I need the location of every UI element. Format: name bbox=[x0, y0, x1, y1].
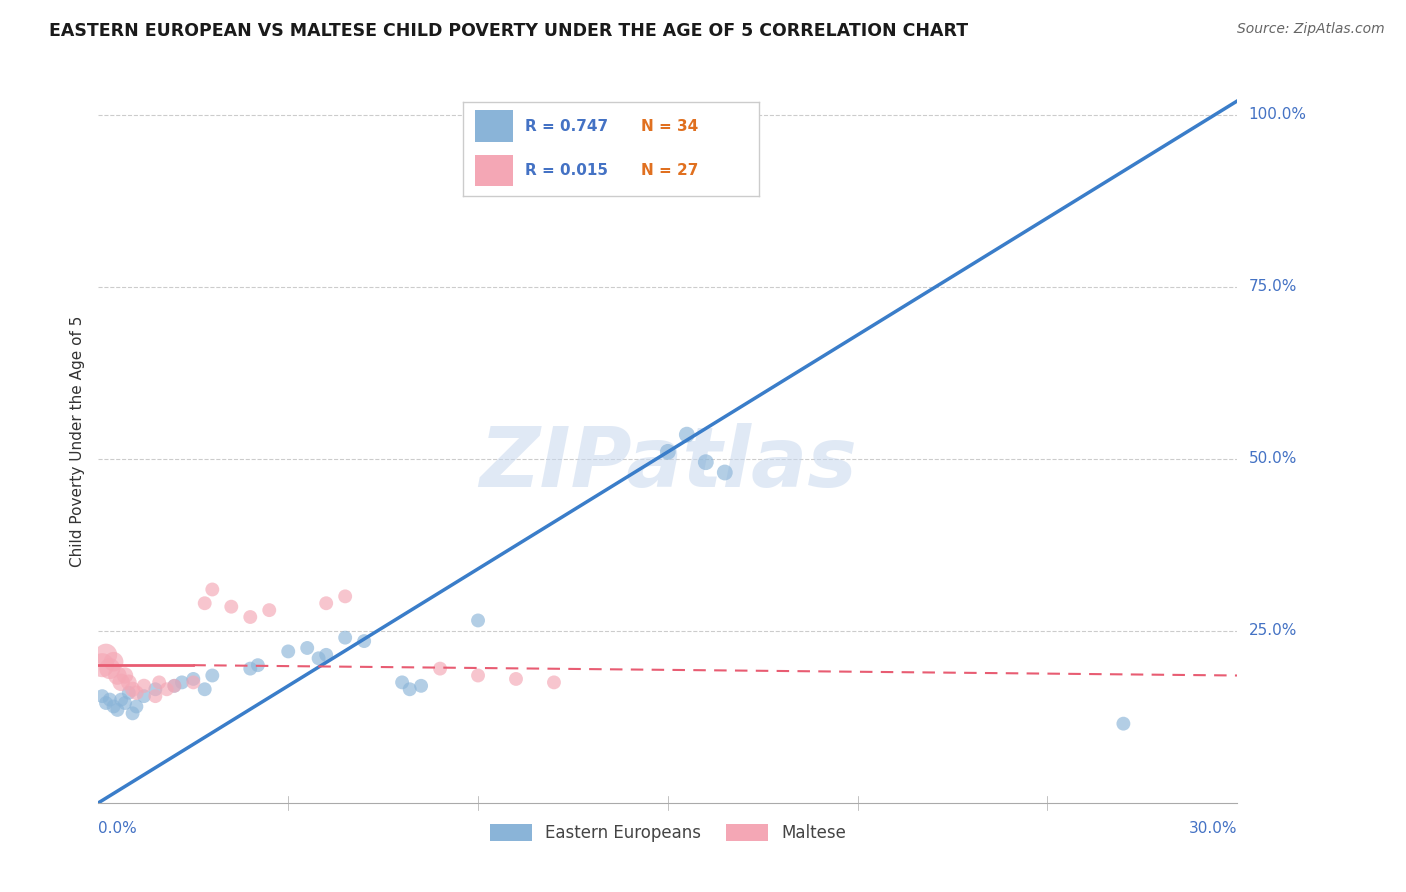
Point bbox=[125, 686, 148, 700]
Point bbox=[121, 682, 143, 697]
Point bbox=[246, 658, 269, 673]
Point bbox=[277, 644, 299, 658]
Point bbox=[170, 675, 193, 690]
Point bbox=[132, 679, 155, 693]
Point bbox=[315, 596, 337, 610]
Point bbox=[676, 427, 699, 442]
Point bbox=[194, 596, 217, 610]
Point bbox=[110, 675, 132, 690]
Point bbox=[315, 648, 337, 662]
Point bbox=[114, 696, 136, 710]
Point bbox=[121, 706, 143, 721]
Point bbox=[543, 675, 565, 690]
Point bbox=[163, 679, 186, 693]
Point bbox=[411, 679, 433, 693]
Point bbox=[145, 682, 167, 697]
Point bbox=[467, 668, 489, 682]
Point bbox=[657, 445, 679, 459]
Point bbox=[103, 655, 125, 669]
Point bbox=[201, 668, 224, 682]
Point bbox=[335, 590, 357, 604]
Point bbox=[239, 662, 262, 676]
Text: 0.0%: 0.0% bbox=[98, 822, 138, 837]
Point bbox=[1112, 716, 1135, 731]
Point bbox=[110, 692, 132, 706]
Point bbox=[353, 634, 375, 648]
Point bbox=[118, 675, 141, 690]
Text: 30.0%: 30.0% bbox=[1189, 822, 1237, 837]
Point bbox=[183, 672, 205, 686]
Text: 50.0%: 50.0% bbox=[1249, 451, 1296, 467]
Point bbox=[183, 675, 205, 690]
Text: Source: ZipAtlas.com: Source: ZipAtlas.com bbox=[1237, 22, 1385, 37]
Point bbox=[239, 610, 262, 624]
Point bbox=[714, 466, 737, 480]
Point bbox=[156, 682, 179, 697]
Y-axis label: Child Poverty Under the Age of 5: Child Poverty Under the Age of 5 bbox=[69, 316, 84, 567]
Text: EASTERN EUROPEAN VS MALTESE CHILD POVERTY UNDER THE AGE OF 5 CORRELATION CHART: EASTERN EUROPEAN VS MALTESE CHILD POVERT… bbox=[49, 22, 969, 40]
Point bbox=[221, 599, 243, 614]
Point bbox=[118, 686, 141, 700]
Point bbox=[259, 603, 281, 617]
Point bbox=[163, 679, 186, 693]
Point bbox=[398, 682, 420, 697]
Point bbox=[91, 689, 114, 703]
Point bbox=[132, 689, 155, 703]
Point bbox=[107, 703, 129, 717]
Point bbox=[91, 658, 114, 673]
Text: 75.0%: 75.0% bbox=[1249, 279, 1296, 294]
Text: ZIPatlas: ZIPatlas bbox=[479, 423, 856, 504]
Point bbox=[695, 455, 717, 469]
Point bbox=[114, 668, 136, 682]
Legend: Eastern Europeans, Maltese: Eastern Europeans, Maltese bbox=[484, 817, 852, 848]
Point bbox=[201, 582, 224, 597]
Point bbox=[94, 648, 117, 662]
Point bbox=[98, 662, 121, 676]
Point bbox=[148, 675, 170, 690]
Point bbox=[429, 662, 451, 676]
Point bbox=[467, 614, 489, 628]
Point bbox=[391, 675, 413, 690]
Point bbox=[107, 668, 129, 682]
Point bbox=[308, 651, 330, 665]
Point bbox=[98, 692, 121, 706]
Point bbox=[297, 640, 319, 655]
Point bbox=[103, 699, 125, 714]
Point bbox=[94, 696, 117, 710]
Point bbox=[505, 672, 527, 686]
Point bbox=[194, 682, 217, 697]
Point bbox=[335, 631, 357, 645]
Text: 25.0%: 25.0% bbox=[1249, 624, 1296, 639]
Text: 100.0%: 100.0% bbox=[1249, 107, 1306, 122]
Point bbox=[125, 699, 148, 714]
Point bbox=[145, 689, 167, 703]
